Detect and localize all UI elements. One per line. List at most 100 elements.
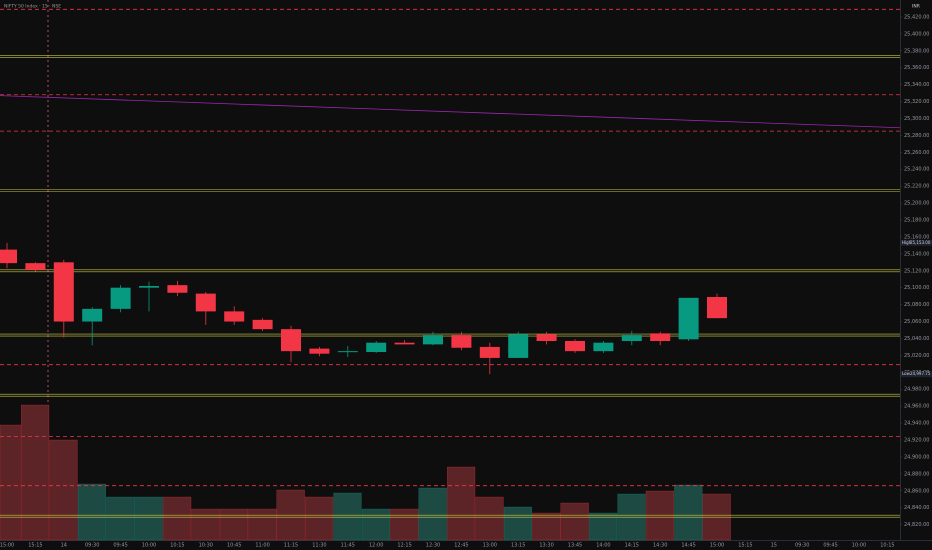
x-tick-label: 10:30 (199, 543, 213, 549)
volume-bar (191, 508, 220, 541)
x-tick-label: 10:00 (142, 543, 156, 549)
chart-title: NIFTY 50 Index · 15 · NSE (4, 4, 61, 10)
y-tick-label: 25,400.00 (904, 31, 929, 37)
volume-bar (475, 496, 504, 541)
y-tick-label: 25,360.00 (904, 65, 929, 71)
y-tick-label: 24,900.00 (904, 454, 929, 460)
y-tick-label: 25,300.00 (904, 116, 929, 122)
y-tick-label: 24,840.00 (904, 505, 929, 511)
y-tick-label: 25,420.00 (904, 14, 929, 20)
x-tick-label: 15:00 (710, 543, 724, 549)
x-tick-label: 12:45 (454, 543, 468, 549)
candle-body (650, 333, 671, 341)
y-tick-label: 25,040.00 (904, 336, 929, 342)
candle-body (25, 263, 46, 270)
x-tick-label: 15:15 (28, 543, 42, 549)
y-tick-label: 25,120.00 (904, 268, 929, 274)
annotation-box (901, 371, 932, 378)
candle-body (394, 342, 415, 345)
candle-body (0, 249, 17, 264)
y-tick-label: 24,880.00 (904, 471, 929, 477)
candle-body (167, 285, 188, 293)
x-tick-label: 15 (771, 543, 777, 549)
annotation-label: High (902, 240, 912, 245)
volume-bar (134, 496, 163, 541)
volume-bar (248, 508, 277, 541)
candle-body (536, 334, 557, 341)
y-tick-label: 25,100.00 (904, 285, 929, 291)
candle-body (252, 319, 273, 330)
volume-bar (560, 502, 589, 541)
x-tick-label: 15:00 (0, 543, 14, 549)
x-tick-label: 14:45 (681, 543, 695, 549)
candle-body (451, 335, 472, 348)
y-tick-label: 25,060.00 (904, 319, 929, 325)
x-tick-label: 09:30 (795, 543, 809, 549)
x-tick-label: 11:00 (255, 543, 269, 549)
candle-body (309, 348, 330, 354)
trend-line (0, 95, 901, 129)
candle-body (139, 286, 159, 288)
candle-body (621, 335, 642, 341)
annotation-value: 24,997.75 (910, 371, 931, 376)
currency-label: INR (912, 4, 920, 10)
candle-body (195, 293, 216, 312)
y-tick-label: 25,160.00 (904, 234, 929, 240)
volume-bar (106, 496, 135, 541)
candle-body (707, 297, 727, 319)
candle-body (593, 342, 614, 352)
candle-body (53, 262, 74, 322)
x-tick-label: 11:15 (284, 543, 298, 549)
x-tick-label: 11:45 (341, 543, 355, 549)
y-tick-label: 25,240.00 (904, 167, 929, 173)
volume-bar (305, 496, 334, 541)
candle-body (110, 287, 131, 309)
candle-body (82, 308, 103, 322)
x-tick-label: 14:15 (625, 543, 639, 549)
volume-bar (390, 508, 419, 541)
volume-bar (333, 492, 362, 541)
x-tick-label: 13:30 (539, 543, 553, 549)
y-tick-label: 24,980.00 (904, 387, 929, 393)
x-tick-label: 11:30 (312, 543, 326, 549)
candle-body (423, 335, 443, 345)
volume-bar (162, 496, 192, 541)
candle-body (366, 342, 387, 352)
y-tick-label: 25,140.00 (904, 251, 929, 257)
y-tick-label: 25,320.00 (904, 99, 929, 105)
candle-body (337, 351, 358, 353)
x-tick-label: 15:15 (738, 543, 752, 549)
candle-body (281, 329, 301, 352)
y-tick-label: 24,960.00 (904, 404, 929, 410)
y-tick-label: 24,920.00 (904, 438, 929, 444)
x-tick-label: 12:00 (369, 543, 383, 549)
y-tick-label: 25,220.00 (904, 184, 929, 190)
candle-body (565, 341, 585, 352)
x-tick-label: 10:15 (170, 543, 184, 549)
x-tick-label: 09:45 (823, 543, 837, 549)
x-tick-label: 13:00 (483, 543, 497, 549)
y-tick-label: 25,340.00 (904, 82, 929, 88)
x-tick-label: 12:30 (426, 543, 440, 549)
x-tick-label: 10:15 (880, 543, 894, 549)
volume-bar (532, 512, 561, 541)
y-tick-label: 24,860.00 (904, 488, 929, 494)
x-tick-label: 14:00 (596, 543, 610, 549)
volume-bar (361, 508, 390, 541)
volume-bar (503, 506, 532, 541)
volume-bar (77, 483, 106, 541)
x-tick-label: 09:30 (85, 543, 99, 549)
y-tick-label: 25,180.00 (904, 218, 929, 224)
x-tick-label: 09:45 (113, 543, 127, 549)
y-tick-label: 25,280.00 (904, 133, 929, 139)
y-tick-label: 24,940.00 (904, 421, 929, 427)
candle-body (508, 334, 529, 358)
annotation-label: Low (902, 371, 911, 376)
y-tick-label: 25,260.00 (904, 150, 929, 156)
annotation-value: 25,153.00 (910, 240, 931, 245)
volume-bar (49, 439, 78, 541)
x-tick-label: 12:15 (397, 543, 411, 549)
